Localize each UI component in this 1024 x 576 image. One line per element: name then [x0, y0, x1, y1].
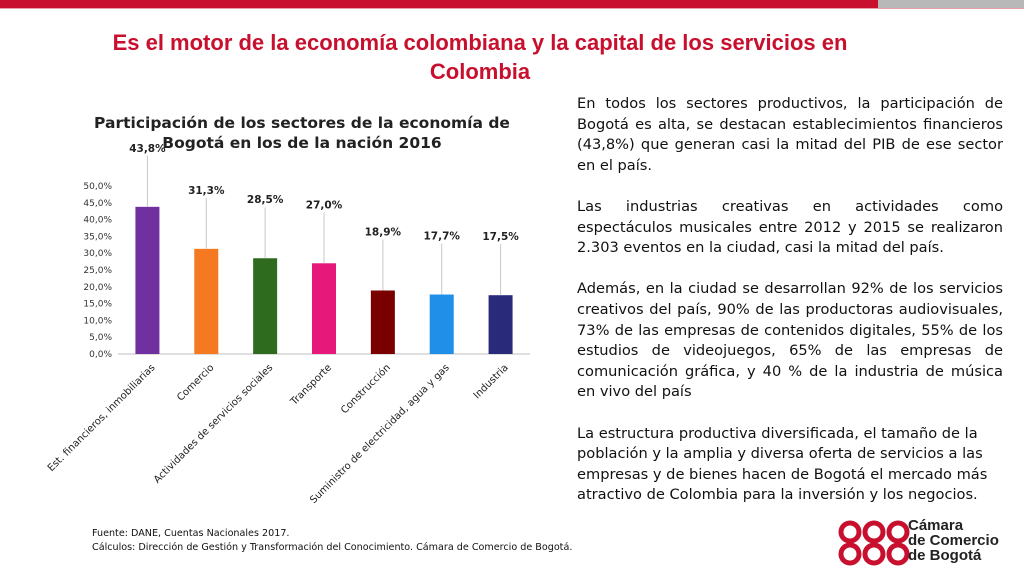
footer-calc: Cálculos: Dirección de Gestión y Transfo… — [92, 542, 573, 553]
y-tick-label: 45,0% — [83, 199, 112, 209]
top-divider — [0, 8, 1024, 9]
logo-line-2: de Comercio — [908, 532, 999, 549]
data-label: 17,7% — [423, 231, 460, 243]
category-label: Construcción — [338, 362, 393, 417]
paragraph-servicios-creativos: Además, en la ciudad se desarrollan 92% … — [577, 280, 1003, 401]
paragraph-financieros: En todos los sectores productivos, la pa… — [577, 95, 1003, 174]
footer-source: Fuente: DANE, Cuentas Nacionales 2017. — [92, 528, 290, 539]
data-label: 18,9% — [365, 226, 402, 238]
bar — [194, 248, 219, 354]
data-label: 28,5% — [247, 194, 284, 206]
y-tick-label: 40,0% — [83, 216, 112, 226]
camara-comercio-logo-icon — [838, 520, 910, 566]
body-text: En todos los sectores productivos, la pa… — [577, 94, 1003, 526]
y-tick-label: 15,0% — [83, 300, 112, 310]
data-label: 17,5% — [482, 231, 519, 243]
y-tick-label: 30,0% — [83, 249, 112, 259]
footer-notes: Fuente: DANE, Cuentas Nacionales 2017. C… — [92, 527, 572, 555]
bar — [135, 206, 160, 354]
logo-line-1: Cámara — [908, 517, 964, 534]
paragraph-estructura-productiva: La estructura productiva diversificada, … — [577, 424, 988, 504]
logo-line-3: de Bogotá — [908, 547, 982, 564]
bar — [429, 294, 454, 354]
bar — [253, 258, 278, 354]
y-tick-label: 0,0% — [89, 350, 112, 360]
y-tick-label: 10,0% — [83, 316, 112, 326]
category-label: Actividades de servicios sociales — [152, 362, 275, 485]
category-label: Industria — [472, 362, 511, 401]
chart-title: Participación de los sectores de la econ… — [94, 114, 510, 152]
bar — [488, 295, 513, 354]
y-tick-label: 25,0% — [83, 266, 112, 276]
data-label: 27,0% — [306, 199, 343, 211]
data-label: 31,3% — [188, 185, 225, 197]
y-tick-label: 5,0% — [89, 333, 112, 343]
bar — [312, 263, 336, 354]
bar — [370, 290, 395, 354]
category-label: Transporte — [288, 362, 334, 408]
paragraph-industrias-creativas: Las industrias creativas en actividades … — [577, 197, 1003, 257]
y-tick-label: 35,0% — [83, 232, 112, 242]
y-tick-label: 20,0% — [83, 283, 112, 293]
top-gray-bar — [878, 0, 1024, 8]
slide-title: Es el motor de la economía colombiana y … — [112, 30, 848, 84]
category-label: Suministro de electricidad, agua y gas — [308, 362, 452, 506]
category-label: Est. financieros, inmobiliarias — [46, 362, 158, 474]
logo-text: Cámara de Comercio de Bogotá — [908, 518, 999, 563]
top-accent-bar — [0, 0, 1024, 8]
data-label: 43,8% — [129, 143, 166, 155]
category-label: Comercio — [175, 362, 216, 403]
y-tick-label: 50,0% — [83, 182, 112, 192]
